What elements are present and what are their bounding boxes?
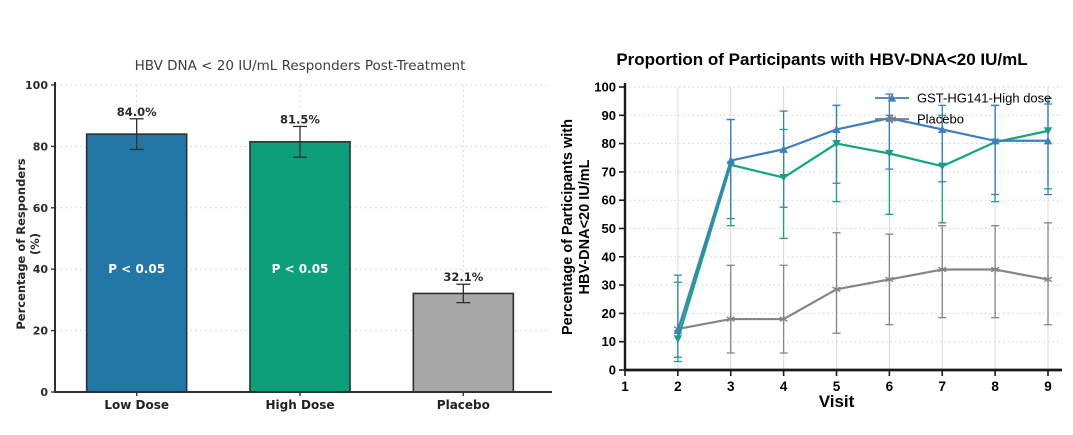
bar-p-value-label: P < 0.05 bbox=[108, 262, 165, 276]
error-bar bbox=[991, 104, 1000, 196]
line-y-tick-label: 100 bbox=[594, 80, 616, 95]
bar-chart-plot: 84.0% P < 0.05 81.5% P < 0.05 32.1% 0 20 40 60 80… bbox=[25, 79, 552, 412]
line-chart-axes: 0 10 20 30 40 50 60 70 80 90 100 1 2 3 4 5 6 7 8 9 bbox=[594, 80, 1062, 394]
line-y-tick-label: 60 bbox=[602, 193, 616, 208]
line-x-tick-label: 5 bbox=[833, 379, 841, 394]
legend-label: GST-HG141-High dose bbox=[917, 91, 1051, 106]
line-x-tick-label: 4 bbox=[780, 379, 788, 394]
bar-y-tick-label: 0 bbox=[40, 386, 48, 399]
line-x-tick-label: 6 bbox=[886, 379, 894, 394]
error-bar bbox=[779, 264, 788, 354]
bar-chart-title: HBV DNA < 20 IU/mL Responders Post-Treat… bbox=[134, 58, 466, 74]
bar-y-tick-label: 100 bbox=[25, 79, 48, 92]
line-x-tick-label: 3 bbox=[727, 379, 735, 394]
bar-placebo: 32.1% bbox=[412, 270, 515, 393]
line-y-tick-label: 50 bbox=[602, 221, 616, 236]
bar-x-tick-label: Low Dose bbox=[104, 398, 169, 412]
series-gst-hg141-high-dose bbox=[673, 93, 1053, 358]
line-y-tick-label: 80 bbox=[602, 136, 616, 151]
line-y-tick-label: 70 bbox=[602, 164, 616, 179]
error-bar bbox=[1044, 222, 1052, 326]
error-bar bbox=[1044, 103, 1052, 196]
bar-y-tick-label: 60 bbox=[33, 202, 49, 215]
error-bar bbox=[885, 93, 894, 170]
error-bar bbox=[779, 110, 788, 208]
legend: GST-HG141-High dose Placebo bbox=[875, 91, 1051, 127]
bar-chart-axes: 0 20 40 60 80 100 Low Dose High Dose Placebo bbox=[25, 79, 552, 412]
line-y-tick-label: 30 bbox=[602, 278, 616, 293]
line-x-tick-label: 1 bbox=[621, 379, 629, 394]
error-bar bbox=[673, 274, 682, 358]
bar-value-label: 32.1% bbox=[443, 270, 483, 284]
bar-x-tick-label: Placebo bbox=[437, 398, 490, 412]
bar-value-label: 81.5% bbox=[280, 112, 320, 126]
error-bar bbox=[726, 118, 735, 220]
error-bar bbox=[456, 283, 471, 304]
line-x-tick-label: 9 bbox=[1044, 379, 1052, 394]
line-y-tick-label: 0 bbox=[609, 363, 616, 378]
bar-p-value-label: P < 0.05 bbox=[272, 262, 329, 276]
line-x-tick-label: 7 bbox=[938, 379, 946, 394]
bar-y-tick-label: 80 bbox=[33, 140, 49, 153]
line-y-tick-label: 20 bbox=[602, 306, 616, 321]
error-bar bbox=[832, 104, 841, 184]
bar-value-label: 84.0% bbox=[117, 105, 157, 119]
line-x-tick-label: 8 bbox=[991, 379, 999, 394]
bar-y-tick-label: 40 bbox=[33, 263, 49, 276]
bar-x-tick-label: High Dose bbox=[266, 398, 335, 412]
bar-chart-figure: HBV DNA < 20 IU/mL Responders Post-Treat… bbox=[8, 50, 560, 422]
line-chart-x-axis-label: Visit bbox=[818, 392, 855, 411]
bar-low-dose: 84.0% P < 0.05 bbox=[85, 105, 188, 393]
line-chart-figure: Proportion of Participants with HBV-DNA<… bbox=[557, 46, 1073, 435]
line-y-tick-label: 40 bbox=[602, 249, 616, 264]
error-bar bbox=[938, 104, 947, 183]
line-y-tick-label: 90 bbox=[602, 108, 616, 123]
error-bar bbox=[726, 264, 735, 354]
bar-high-dose: 81.5% P < 0.05 bbox=[249, 112, 351, 393]
line-chart-title: Proportion of Participants with HBV-DNA<… bbox=[616, 50, 1028, 69]
error-bar bbox=[129, 118, 144, 151]
error-bar bbox=[293, 125, 307, 158]
error-bar bbox=[832, 232, 841, 334]
bar-y-tick-label: 20 bbox=[33, 325, 49, 338]
line-x-tick-label: 2 bbox=[674, 379, 682, 394]
line-chart-plot: 0 10 20 30 40 50 60 70 80 90 100 1 2 3 4 5 6 7 8 9 GST-HG141… bbox=[594, 80, 1062, 394]
line-y-tick-label: 10 bbox=[602, 334, 616, 349]
legend-label: Placebo bbox=[917, 112, 964, 127]
